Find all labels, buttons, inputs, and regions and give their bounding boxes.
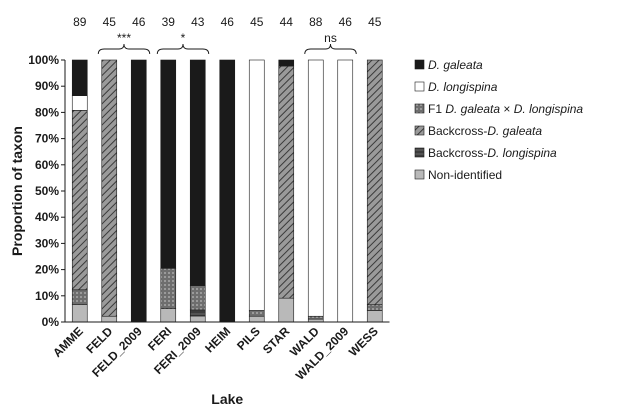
bar-segment-feld-backcross-d-galeata [101, 59, 118, 317]
y-tick-label: 100% [28, 53, 59, 67]
bar-segment-amme-f1-d-galeata-d-longispina [71, 289, 88, 305]
y-axis-title: Proportion of taxon [9, 126, 25, 256]
bar-segment-star-d-galeata [278, 59, 295, 67]
sample-size-label-wald-2009: 46 [339, 15, 353, 29]
bar-segment-amme-d-longispina [71, 95, 88, 111]
bar-segment-amme-backcross-d-galeata [71, 110, 88, 291]
bar-segment-heim-d-galeata [219, 59, 236, 323]
bar-segment-amme-d-galeata [71, 59, 88, 96]
bar-segment-pils-non-identified [248, 315, 265, 323]
y-tick-label: 10% [35, 289, 59, 303]
x-axis-title: Lake [211, 391, 243, 407]
y-tick-label: 0% [42, 315, 60, 329]
bar-segment-feld-non-identified [101, 315, 118, 323]
x-tick-label-heim: HEIM [202, 324, 233, 355]
sample-size-label-heim: 46 [221, 15, 235, 29]
sample-size-label-wess: 45 [368, 15, 382, 29]
bar-segment-wald-d-longispina [307, 59, 324, 317]
bar-segment-feri-2009-f1-d-galeata-d-longispina [189, 285, 206, 311]
legend-label-backcross-d-galeata: Backcross-D. galeata [428, 124, 542, 138]
bar-segment-feld-2009-d-galeata [130, 59, 147, 323]
bar-segment-feri-2009-backcross-d-longispina [189, 309, 206, 317]
y-tick-label: 30% [35, 236, 59, 250]
significance-label-wald: ns [324, 31, 337, 45]
legend-swatch-d-longispina [414, 81, 425, 92]
sample-size-label-feri-2009: 43 [191, 15, 205, 29]
significance-bracket-feri [156, 43, 210, 55]
legend-swatch-backcross-d-galeata [414, 125, 425, 136]
legend-swatch-non-identified [414, 169, 425, 180]
significance-label-feri: * [181, 31, 186, 45]
legend-swatch-backcross-d-longispina [414, 147, 425, 158]
sample-size-label-feld: 45 [103, 15, 117, 29]
bars-layer [71, 59, 383, 323]
sample-size-label-amme: 89 [73, 15, 87, 29]
bar-segment-wald-2009-d-longispina [337, 59, 354, 323]
significance-label-feld: *** [117, 31, 131, 45]
bar-segment-feri-f1-d-galeata-d-longispina [160, 267, 177, 309]
y-tick-label: 60% [35, 158, 59, 172]
legend-label-non-identified: Non-identified [428, 168, 502, 182]
legend-label-f1-d-galeata-d-longispina: F1 D. galeata × D. longispina [428, 102, 583, 116]
sample-size-label-feld-2009: 46 [132, 15, 146, 29]
bar-segment-wess-backcross-d-galeata [366, 59, 383, 306]
bar-segment-wald-f1-d-galeata-d-longispina [307, 315, 324, 320]
bar-segment-star-backcross-d-galeata [278, 65, 295, 299]
axes-layer [61, 43, 390, 323]
legend-label-backcross-d-longispina: Backcross-D. longispina [428, 146, 557, 160]
bar-segment-amme-non-identified [71, 304, 88, 323]
y-tick-label: 50% [35, 184, 59, 198]
y-tick-label: 70% [35, 132, 59, 146]
legend-label-d-galeata: D. galeata [428, 58, 483, 72]
legend: D. galeata D. longispina F1 D. galeata × D… [414, 58, 583, 182]
y-tick-label: 20% [35, 263, 59, 277]
bar-segment-feri-2009-non-identified [189, 315, 206, 323]
sample-size-label-wald: 88 [309, 15, 323, 29]
legend-swatch-f1-d-galeata-d-longispina [414, 103, 425, 114]
sample-size-label-feri: 39 [162, 15, 176, 29]
significance-bracket-wald [304, 43, 357, 55]
sample-size-label-star: 44 [280, 15, 294, 29]
significance-bracket-feld [97, 43, 151, 55]
bar-segment-star-non-identified [278, 297, 295, 323]
bar-segment-pils-f1-d-galeata-d-longispina [248, 310, 265, 317]
bar-segment-wess-f1-d-galeata-d-longispina [366, 304, 383, 311]
x-tick-label-pils: PILS [234, 324, 263, 353]
bar-segment-feri-2009-d-galeata [189, 59, 206, 286]
y-tick-label: 40% [35, 210, 59, 224]
sample-size-label-pils: 45 [250, 15, 264, 29]
bar-segment-feri-d-galeata [160, 59, 177, 269]
y-tick-label: 90% [35, 79, 59, 93]
legend-swatch-d-galeata [414, 59, 425, 70]
legend-label-d-longispina: D. longispina [428, 80, 498, 94]
bar-segment-feri-non-identified [160, 308, 177, 323]
y-tick-label: 80% [35, 105, 59, 119]
x-tick-label-amme: AMME [50, 324, 86, 360]
bar-segment-wess-non-identified [366, 310, 383, 323]
x-tick-label-wess: WESS [346, 324, 381, 359]
x-tick-label-star: STAR [260, 324, 293, 357]
bar-segment-pils-d-longispina [248, 59, 265, 311]
